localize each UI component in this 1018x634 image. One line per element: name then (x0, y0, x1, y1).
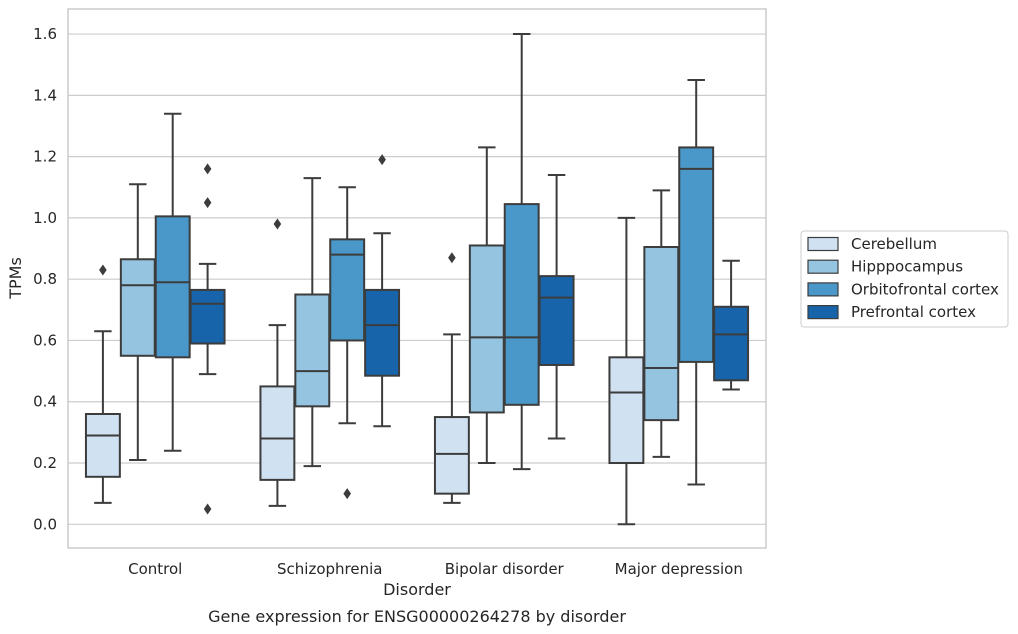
legend-label: Orbitofrontal cortex (851, 280, 999, 298)
outlier-point (203, 503, 212, 515)
box-hipppocampus (643, 246, 680, 422)
y-tick-label: 1.6 (33, 25, 57, 43)
box-prefrontal-cortex (364, 288, 401, 377)
x-tick-labels: Control Schizophrenia Bipolar disorder Majo… (128, 560, 743, 578)
x-axis-label: Disorder (383, 580, 451, 599)
legend-swatch (807, 282, 839, 297)
y-tick-label: 1.0 (33, 209, 57, 227)
outlier-point (203, 197, 212, 209)
outlier-point (273, 218, 282, 230)
boxes (84, 33, 750, 526)
legend-swatch (807, 236, 839, 252)
outlier-point (448, 252, 456, 264)
outlier-point (203, 163, 212, 175)
box-cerebellum (608, 356, 645, 465)
box-orbitofrontal-cortex (154, 215, 191, 359)
legend-swatch (807, 305, 839, 320)
box-orbitofrontal-cortex (329, 238, 366, 342)
chart-title: Gene expression for ENSG00000264278 by d… (208, 607, 626, 626)
box-prefrontal-cortex (713, 305, 750, 382)
x-tick-label: Schizophrenia (277, 560, 382, 578)
box-hipppocampus (119, 258, 156, 357)
y-tick-label: 0.2 (33, 454, 57, 472)
box-orbitofrontal-cortex (503, 203, 540, 406)
outlier-point (378, 154, 386, 166)
outlier-point (343, 488, 351, 500)
legend-label: Hipppocampus (851, 258, 963, 276)
y-tick-label: 0.0 (33, 515, 57, 533)
y-tick-label: 0.4 (33, 393, 57, 411)
box-prefrontal-cortex (189, 288, 226, 345)
legend-frame (800, 230, 1009, 328)
box-hipppocampus (294, 293, 331, 408)
box-orbitofrontal-cortex (678, 146, 715, 363)
box-hipppocampus (468, 244, 505, 414)
y-tick-label: 0.6 (33, 331, 57, 349)
x-tick-label: Control (128, 560, 182, 578)
box-cerebellum (84, 412, 121, 478)
x-tick-label: Bipolar disorder (445, 560, 565, 578)
legend-label: Prefrontal cortex (851, 303, 976, 321)
legend-swatch (807, 259, 839, 274)
plot-frame (67, 8, 767, 549)
y-tick-label: 1.2 (33, 148, 57, 166)
y-tick-labels: 0.0 0.2 0.4 0.6 0.8 1.0 1.2 1.4 1.6 (33, 25, 57, 533)
y-tick-label: 1.4 (33, 86, 57, 104)
box-prefrontal-cortex (538, 275, 575, 366)
y-tick-label: 0.8 (33, 270, 57, 288)
outlier-point (99, 264, 107, 276)
legend-label: Cerebellum (851, 235, 937, 253)
y-axis-label: TPMs (6, 257, 25, 300)
box-cerebellum (259, 385, 296, 481)
legend: Cerebellum Hipppocampus Orbitofrontal cort… (800, 230, 1009, 328)
x-tick-label: Major depression (615, 560, 743, 578)
box-cerebellum (433, 416, 470, 495)
